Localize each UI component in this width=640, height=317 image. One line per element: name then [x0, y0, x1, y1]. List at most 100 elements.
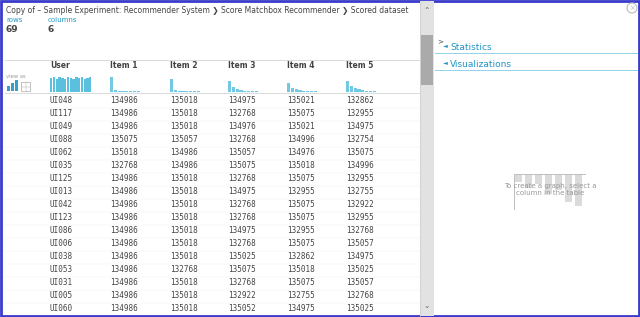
Text: 134996: 134996: [287, 135, 315, 144]
Text: UI123: UI123: [50, 213, 73, 222]
Bar: [58, 77, 61, 92]
Text: 134975: 134975: [228, 187, 256, 196]
Bar: [89, 77, 92, 92]
Bar: [170, 79, 173, 92]
Text: 132922: 132922: [346, 200, 374, 209]
Bar: [114, 90, 117, 92]
Text: 135018: 135018: [170, 213, 198, 222]
Text: 134976: 134976: [228, 122, 256, 131]
Text: 135018: 135018: [170, 109, 198, 118]
Bar: [294, 89, 298, 92]
Text: ⌃: ⌃: [424, 7, 430, 16]
Text: 134975: 134975: [346, 252, 374, 261]
Text: UI086: UI086: [50, 226, 73, 235]
Text: 135021: 135021: [287, 96, 315, 105]
Bar: [350, 86, 353, 92]
Text: 135025: 135025: [228, 252, 256, 261]
Text: 135052: 135052: [228, 304, 256, 313]
Bar: [421, 35, 433, 85]
Text: 134986: 134986: [110, 252, 138, 261]
Text: 135075: 135075: [287, 278, 315, 287]
Text: 135057: 135057: [346, 239, 374, 248]
Text: 134986: 134986: [110, 304, 138, 313]
Text: 132955: 132955: [346, 174, 374, 183]
Text: 135075: 135075: [228, 265, 256, 274]
Text: To create a graph, select a
column in the table: To create a graph, select a column in th…: [504, 183, 596, 196]
Text: UI031: UI031: [50, 278, 73, 287]
Text: 134986: 134986: [110, 226, 138, 235]
Bar: [196, 91, 200, 92]
Bar: [251, 91, 254, 92]
Text: 132955: 132955: [287, 187, 315, 196]
Bar: [185, 91, 188, 92]
Text: UI049: UI049: [50, 122, 73, 131]
Text: ◄: ◄: [443, 60, 448, 65]
Text: 132754: 132754: [346, 135, 374, 144]
Text: UI042: UI042: [50, 200, 73, 209]
Text: UI035: UI035: [50, 161, 73, 170]
Text: 134986: 134986: [110, 122, 138, 131]
Text: columns: columns: [48, 17, 77, 23]
Bar: [314, 91, 317, 92]
Text: UI053: UI053: [50, 265, 73, 274]
Text: 134986: 134986: [110, 174, 138, 183]
Bar: [70, 78, 72, 92]
Text: 135018: 135018: [110, 148, 138, 157]
Text: 135075: 135075: [346, 148, 374, 157]
Bar: [310, 91, 313, 92]
Text: 134996: 134996: [346, 161, 374, 170]
Text: view as: view as: [6, 74, 26, 79]
Text: 132755: 132755: [346, 187, 374, 196]
Bar: [298, 90, 301, 92]
Bar: [239, 90, 243, 92]
Bar: [133, 91, 136, 92]
Text: 135075: 135075: [287, 239, 315, 248]
Bar: [535, 174, 542, 184]
Bar: [84, 79, 86, 92]
Bar: [129, 91, 132, 92]
Text: Item 3: Item 3: [228, 61, 255, 70]
Bar: [247, 91, 250, 92]
Bar: [56, 79, 58, 92]
Bar: [118, 91, 121, 92]
Bar: [72, 79, 75, 92]
Text: 132768: 132768: [228, 278, 256, 287]
Bar: [365, 91, 368, 92]
Text: 135018: 135018: [170, 278, 198, 287]
Text: UI005: UI005: [50, 291, 73, 300]
Bar: [125, 91, 129, 92]
Text: 134975: 134975: [228, 226, 256, 235]
Text: 134975: 134975: [346, 122, 374, 131]
Text: 134986: 134986: [110, 291, 138, 300]
Bar: [81, 77, 83, 92]
Text: 135075: 135075: [110, 135, 138, 144]
Text: 132768: 132768: [228, 174, 256, 183]
Bar: [515, 174, 522, 182]
Text: Copy of – Sample Experiment: Recommender System ❯ Score Matchbox Recommender ❯ S: Copy of – Sample Experiment: Recommender…: [6, 6, 408, 15]
Text: 135075: 135075: [287, 174, 315, 183]
Text: 132768: 132768: [228, 109, 256, 118]
Text: UI088: UI088: [50, 135, 73, 144]
Text: Visualizations: Visualizations: [450, 60, 512, 69]
Bar: [420, 1, 434, 316]
Text: User: User: [50, 61, 70, 70]
Bar: [255, 91, 258, 92]
Text: 135018: 135018: [170, 239, 198, 248]
Text: UI117: UI117: [50, 109, 73, 118]
Text: 132862: 132862: [346, 96, 374, 105]
Text: 135018: 135018: [170, 122, 198, 131]
Text: 132955: 132955: [346, 109, 374, 118]
Text: 134986: 134986: [110, 200, 138, 209]
Text: 135075: 135075: [287, 213, 315, 222]
Text: 135018: 135018: [287, 265, 315, 274]
Bar: [555, 174, 562, 190]
Bar: [122, 91, 125, 92]
Bar: [193, 91, 196, 92]
Bar: [236, 89, 239, 92]
Text: 135018: 135018: [287, 161, 315, 170]
Bar: [243, 91, 246, 92]
Text: 135018: 135018: [170, 187, 198, 196]
Text: 135021: 135021: [287, 122, 315, 131]
Bar: [21, 82, 30, 91]
Text: 135057: 135057: [170, 135, 198, 144]
